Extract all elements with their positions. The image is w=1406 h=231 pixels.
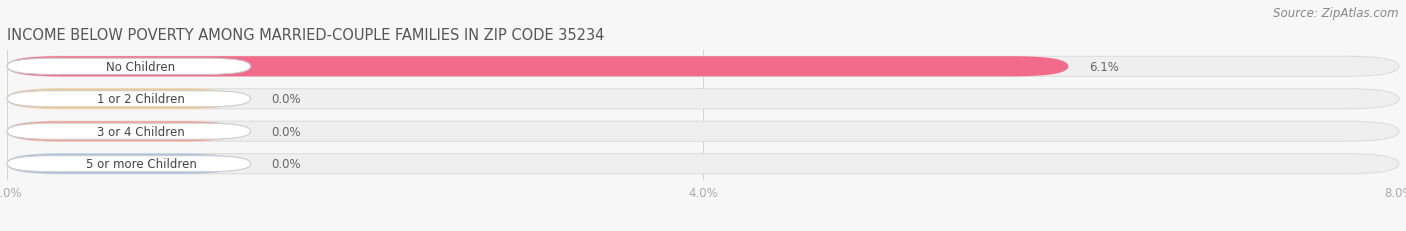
FancyBboxPatch shape <box>7 124 250 140</box>
FancyBboxPatch shape <box>7 59 250 75</box>
Text: 0.0%: 0.0% <box>271 93 301 106</box>
FancyBboxPatch shape <box>7 156 250 172</box>
Text: No Children: No Children <box>107 61 176 73</box>
Text: 5 or more Children: 5 or more Children <box>86 158 197 170</box>
Text: 1 or 2 Children: 1 or 2 Children <box>97 93 186 106</box>
FancyBboxPatch shape <box>7 57 1069 77</box>
Text: Source: ZipAtlas.com: Source: ZipAtlas.com <box>1274 7 1399 20</box>
Text: 0.0%: 0.0% <box>271 158 301 170</box>
FancyBboxPatch shape <box>7 91 250 107</box>
FancyBboxPatch shape <box>7 122 1399 142</box>
Text: 0.0%: 0.0% <box>271 125 301 138</box>
Text: 3 or 4 Children: 3 or 4 Children <box>97 125 184 138</box>
FancyBboxPatch shape <box>7 89 1399 109</box>
Text: 6.1%: 6.1% <box>1090 61 1119 73</box>
FancyBboxPatch shape <box>7 122 239 142</box>
FancyBboxPatch shape <box>7 154 239 174</box>
Text: INCOME BELOW POVERTY AMONG MARRIED-COUPLE FAMILIES IN ZIP CODE 35234: INCOME BELOW POVERTY AMONG MARRIED-COUPL… <box>7 28 605 43</box>
FancyBboxPatch shape <box>7 154 1399 174</box>
FancyBboxPatch shape <box>7 57 1399 77</box>
FancyBboxPatch shape <box>7 89 239 109</box>
